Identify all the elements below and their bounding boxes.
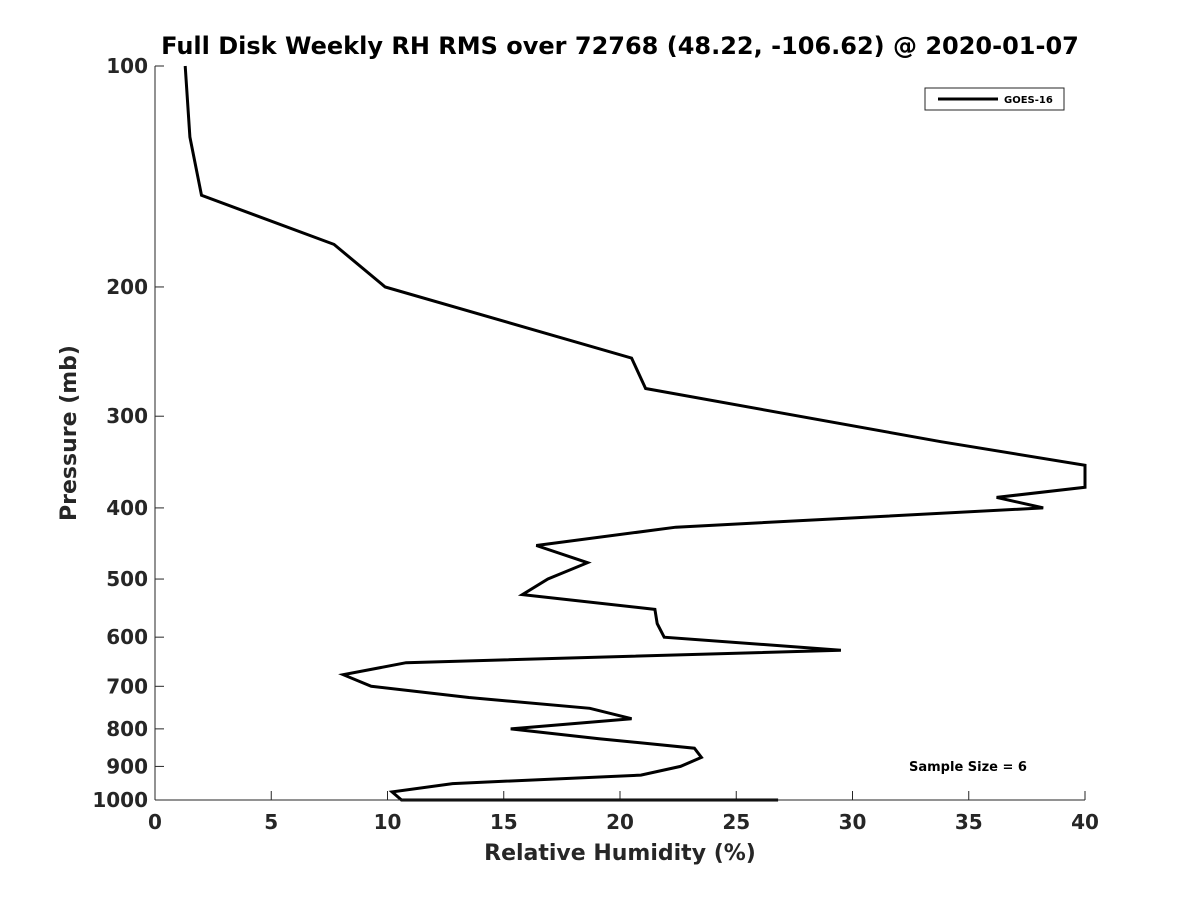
x-tick-label: 15 xyxy=(490,810,518,834)
x-axis: 0 5 10 15 20 25 30 35 40 xyxy=(148,791,1099,834)
y-tick-label: 800 xyxy=(106,717,148,741)
chart-title: Full Disk Weekly RH RMS over 72768 (48.2… xyxy=(161,32,1079,60)
y-tick-label: 1000 xyxy=(92,788,148,812)
x-tick-label: 5 xyxy=(264,810,278,834)
y-tick-label: 400 xyxy=(106,496,148,520)
y-tick-label: 200 xyxy=(106,275,148,299)
x-tick-label: 30 xyxy=(839,810,867,834)
y-tick-label: 700 xyxy=(106,674,148,698)
y-tick-label: 900 xyxy=(106,754,148,778)
x-tick-label: 10 xyxy=(374,810,402,834)
plot-area xyxy=(155,66,1085,800)
y-axis: 100 200 300 400 500 600 700 800 900 1000 xyxy=(92,54,164,812)
x-tick-label: 0 xyxy=(148,810,162,834)
legend-label-goes-16: GOES-16 xyxy=(1004,95,1053,106)
x-tick-label: 40 xyxy=(1071,810,1099,834)
y-tick-label: 500 xyxy=(106,567,148,591)
y-tick-label: 300 xyxy=(106,404,148,428)
x-axis-label: Relative Humidity (%) xyxy=(484,841,756,866)
x-tick-label: 35 xyxy=(955,810,983,834)
y-tick-label: 600 xyxy=(106,625,148,649)
legend: GOES-16 xyxy=(924,87,1065,111)
x-tick-label: 20 xyxy=(606,810,634,834)
y-axis-label: Pressure (mb) xyxy=(57,345,82,521)
sample-size-annotation: Sample Size = 6 xyxy=(909,760,1027,775)
x-tick-label: 25 xyxy=(722,810,750,834)
series-layer xyxy=(183,65,1087,802)
plot-background xyxy=(155,66,1085,800)
y-tick-label: 100 xyxy=(106,54,148,78)
series-line-goes-16 xyxy=(183,65,1087,802)
